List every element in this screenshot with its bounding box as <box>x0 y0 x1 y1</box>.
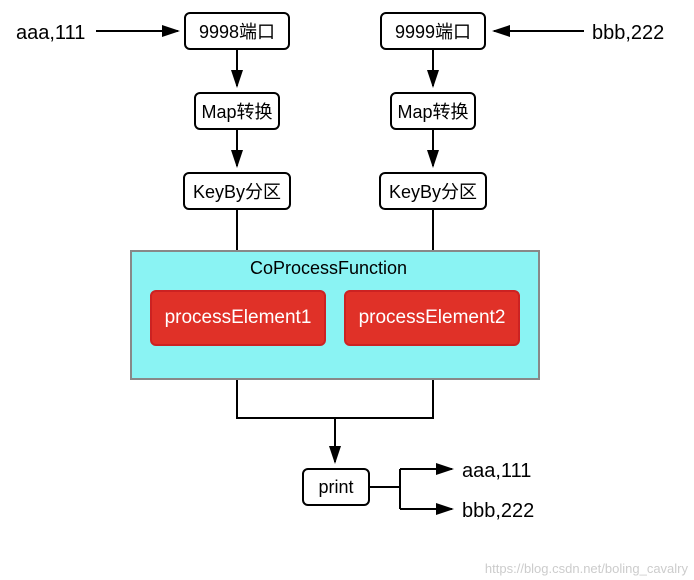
map-left-text: Map转换 <box>201 98 272 124</box>
port-left-text: 9998端口 <box>199 18 275 44</box>
keyby-right-node: KeyBy分区 <box>379 172 487 210</box>
input-right-label: bbb,222 <box>592 22 664 45</box>
pe2-node: processElement2 <box>344 290 520 346</box>
pe2-text: processElement2 <box>359 307 506 329</box>
keyby-right-text: KeyBy分区 <box>389 178 477 204</box>
port-left-node: 9998端口 <box>184 12 290 50</box>
map-left-node: Map转换 <box>194 92 280 130</box>
print-text: print <box>318 477 353 498</box>
output1-label: aaa,111 <box>462 460 531 483</box>
input-left-label: aaa,111 <box>16 22 85 45</box>
print-node: print <box>302 468 370 506</box>
port-right-node: 9999端口 <box>380 12 486 50</box>
watermark-text: https://blog.csdn.net/boling_cavalry <box>485 561 688 576</box>
map-right-text: Map转换 <box>397 98 468 124</box>
port-right-text: 9999端口 <box>395 18 471 44</box>
coprocess-title: CoProcessFunction <box>250 258 407 279</box>
pe1-node: processElement1 <box>150 290 326 346</box>
keyby-left-node: KeyBy分区 <box>183 172 291 210</box>
output2-label: bbb,222 <box>462 500 534 523</box>
map-right-node: Map转换 <box>390 92 476 130</box>
pe1-text: processElement1 <box>165 307 312 329</box>
keyby-left-text: KeyBy分区 <box>193 178 281 204</box>
